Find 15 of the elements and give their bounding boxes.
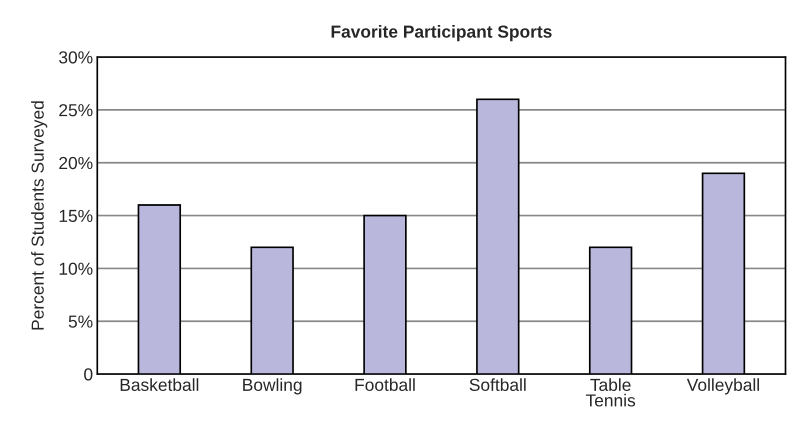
x-tick-label: Bowling [243,378,302,394]
y-tick-label: 30% [59,51,92,64]
y-tick-label: 15% [60,210,92,222]
x-tick-label: Table Tennis [586,378,636,407]
x-tick-label: Volleyball [686,378,759,394]
x-tick-label: Softball [470,378,526,392]
y-tick-label: 0 [84,368,92,381]
y-axis-title: Percent of Students Surveyed [31,101,48,330]
x-tick-label: Basketball [120,378,198,392]
y-tick-label: 10% [60,262,92,275]
x-tick-label: Football [356,378,415,392]
y-tick-label: 25% [59,104,92,116]
y-tick-label: 5% [68,315,92,328]
chart-title: Favorite Participant Sports [332,25,552,42]
y-tick-label: 20% [59,156,92,170]
